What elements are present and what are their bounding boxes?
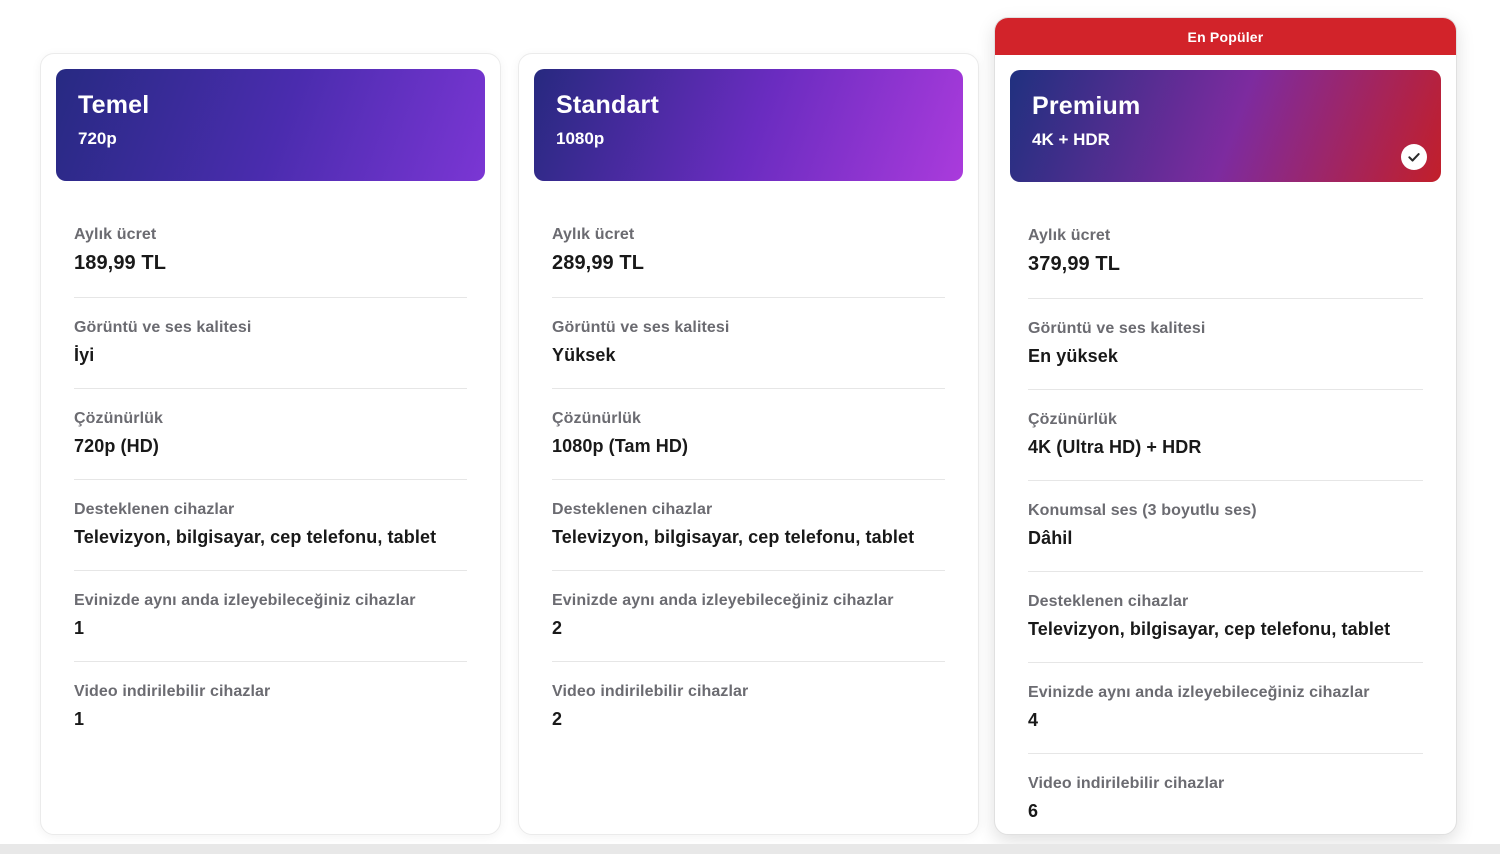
plan-details: Aylık ücret 189,99 TL Görüntü ve ses kal… [56,181,485,834]
plan-detail-label: Aylık ücret [1028,227,1111,244]
plan-detail-row: Video indirilebilir cihazlar 6 [1028,754,1423,844]
plan-detail-row: Görüntü ve ses kalitesi En yüksek [1028,299,1423,390]
plan-detail-row: Aylık ücret 189,99 TL [74,205,467,298]
plan-detail-row: Görüntü ve ses kalitesi İyi [74,298,467,389]
plan-detail-row: Desteklenen cihazlar Televizyon, bilgisa… [1028,572,1423,663]
plan-title: Temel [78,91,150,119]
plan-detail-value: Televizyon, bilgisayar, cep telefonu, ta… [1028,619,1391,639]
plan-detail-value: Yüksek [552,345,616,365]
plan-detail-value: 2 [552,709,563,729]
plan-detail-row: Evinizde aynı anda izleyebileceğiniz cih… [1028,663,1423,754]
plan-detail-label: Desteklenen cihazlar [74,501,235,518]
plan-detail-row: Desteklenen cihazlar Televizyon, bilgisa… [552,480,945,571]
plan-title: Standart [556,91,660,119]
popular-badge-label: En Popüler [1187,28,1264,45]
plan-detail-value: 289,99 TL [552,252,645,274]
plan-detail-label: Aylık ücret [74,226,157,243]
plan-detail-row: Aylık ücret 289,99 TL [552,205,945,298]
plan-details: Aylık ücret 289,99 TL Görüntü ve ses kal… [534,181,963,834]
plan-title: Premium [1032,92,1141,120]
plan-detail-label: Evinizde aynı anda izleyebileceğiniz cih… [74,592,416,609]
plan-subtitle: 720p [78,129,117,148]
plan-detail-row: Evinizde aynı anda izleyebileceğiniz cih… [552,571,945,662]
plan-detail-row: Çözünürlük 1080p (Tam HD) [552,389,945,480]
plan-detail-value: En yüksek [1028,346,1118,366]
plan-detail-label: Evinizde aynı anda izleyebileceğiniz cih… [552,592,894,609]
plan-detail-label: Görüntü ve ses kalitesi [552,319,730,336]
plan-detail-value: 2 [552,618,563,638]
plan-detail-row: Konumsal ses (3 boyutlu ses) Dâhil [1028,481,1423,572]
selected-check-icon [1401,144,1427,170]
plan-detail-label: Görüntü ve ses kalitesi [74,319,252,336]
plan-detail-value: 1 [74,709,85,729]
plan-header: Standart 1080p [534,69,963,181]
plan-detail-value: Televizyon, bilgisayar, cep telefonu, ta… [74,527,437,547]
plan-detail-label: Görüntü ve ses kalitesi [1028,320,1206,337]
popular-badge: En Popüler [995,18,1456,55]
plan-detail-label: Video indirilebilir cihazlar [1028,775,1225,792]
plan-detail-label: Video indirilebilir cihazlar [74,683,271,700]
plan-detail-value: 4K (Ultra HD) + HDR [1028,437,1202,457]
plan-detail-value: 1080p (Tam HD) [552,436,689,456]
plan-header: Premium 4K + HDR [1010,70,1441,182]
plan-detail-row: Çözünürlük 720p (HD) [74,389,467,480]
plan-details: Aylık ücret 379,99 TL Görüntü ve ses kal… [1010,182,1441,844]
plan-detail-row: Video indirilebilir cihazlar 1 [74,662,467,752]
plan-detail-value: 379,99 TL [1028,253,1121,275]
plan-detail-value: 720p (HD) [74,436,159,456]
plan-detail-value: 6 [1028,801,1039,821]
plan-detail-row: Desteklenen cihazlar Televizyon, bilgisa… [74,480,467,571]
plan-detail-value: 189,99 TL [74,252,167,274]
plan-detail-label: Desteklenen cihazlar [1028,593,1189,610]
plan-detail-label: Video indirilebilir cihazlar [552,683,749,700]
plan-card[interactable]: Standart 1080p Aylık ücret 289,99 TL Gör… [518,53,979,835]
plan-detail-row: Görüntü ve ses kalitesi Yüksek [552,298,945,389]
plan-detail-label: Desteklenen cihazlar [552,501,713,518]
plan-detail-row: Video indirilebilir cihazlar 2 [552,662,945,752]
plan-subtitle: 1080p [556,129,605,148]
plan-detail-label: Çözünürlük [74,410,163,427]
plan-detail-value: Televizyon, bilgisayar, cep telefonu, ta… [552,527,915,547]
plan-detail-label: Çözünürlük [1028,411,1117,428]
plan-card[interactable]: Temel 720p Aylık ücret 189,99 TL Görüntü… [40,53,501,835]
plan-detail-label: Aylık ücret [552,226,635,243]
plan-detail-value: 1 [74,618,85,638]
plan-detail-row: Çözünürlük 4K (Ultra HD) + HDR [1028,390,1423,481]
plan-detail-value: 4 [1028,710,1039,730]
bottom-divider-strip [0,844,1500,854]
plan-card[interactable]: En Popüler Premium 4K + HDR Aylık ücret … [994,17,1457,835]
plan-detail-label: Evinizde aynı anda izleyebileceğiniz cih… [1028,684,1370,701]
plan-subtitle: 4K + HDR [1032,130,1110,149]
plan-detail-value: İyi [74,345,95,365]
plan-detail-value: Dâhil [1028,528,1073,548]
plan-detail-row: Aylık ücret 379,99 TL [1028,206,1423,299]
plan-detail-label: Çözünürlük [552,410,641,427]
plan-detail-row: Evinizde aynı anda izleyebileceğiniz cih… [74,571,467,662]
plan-detail-label: Konumsal ses (3 boyutlu ses) [1028,502,1257,519]
plan-header: Temel 720p [56,69,485,181]
